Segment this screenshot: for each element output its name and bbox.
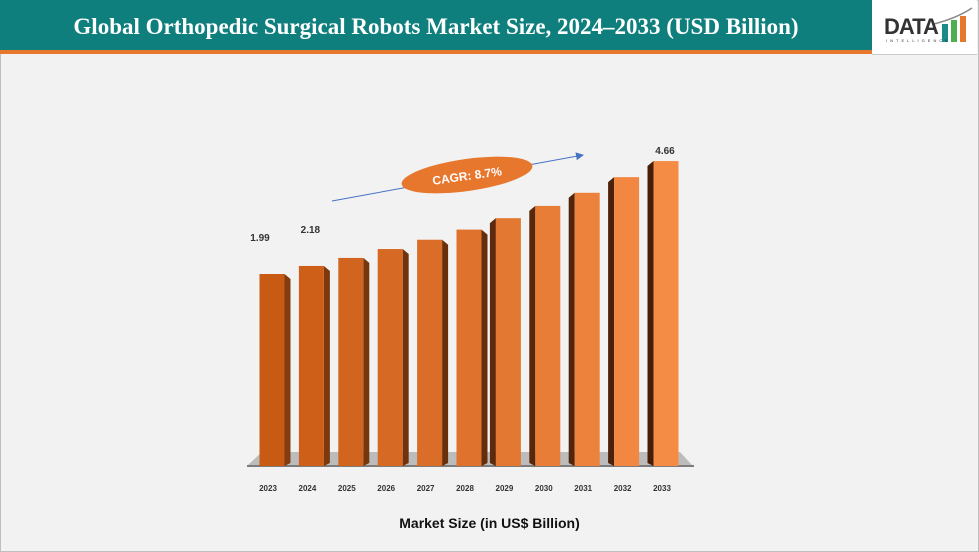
x-tick-label: 2024 — [299, 484, 317, 493]
x-tick-label: 2023 — [259, 484, 277, 493]
logo-text: DATA — [884, 14, 939, 39]
bar-2026 — [377, 249, 403, 466]
logo-subtext: INTELLIGENCE — [886, 38, 951, 43]
bar-2029 — [495, 218, 521, 466]
bar-side-2031 — [568, 192, 575, 466]
bar-side-2024 — [323, 265, 330, 466]
x-tick-label: 2026 — [377, 484, 395, 493]
x-tick-label: 2032 — [614, 484, 632, 493]
bar-side-2029 — [489, 218, 496, 466]
bar-2033 — [653, 161, 679, 466]
bar-side-2027 — [442, 239, 449, 466]
bar-2028 — [456, 229, 482, 466]
bar-side-2025 — [363, 257, 370, 466]
bar-2023 — [259, 274, 285, 466]
x-tick-label: 2033 — [653, 484, 671, 493]
bar-side-2033 — [647, 161, 654, 466]
x-axis-title: Market Size (in US$ Billion) — [399, 515, 580, 531]
logo: DATA INTELLIGENCE — [872, 0, 977, 55]
bar-2031 — [574, 192, 600, 466]
bar-2032 — [614, 177, 640, 466]
cagr-ellipse — [401, 156, 533, 194]
bar-2025 — [338, 257, 364, 466]
bar-side-2028 — [481, 229, 488, 466]
x-tick-label: 2027 — [417, 484, 435, 493]
x-tick-label: 2030 — [535, 484, 553, 493]
x-tick-label: 2031 — [574, 484, 592, 493]
page-title: Global Orthopedic Surgical Robots Market… — [73, 14, 799, 39]
x-tick-label: 2025 — [338, 484, 356, 493]
data-label: 4.66 — [655, 146, 675, 157]
data-label: 2.18 — [301, 225, 321, 236]
bar-2030 — [535, 205, 561, 466]
bar-side-2026 — [402, 249, 409, 466]
bar-side-2032 — [608, 177, 615, 466]
bar-side-2030 — [529, 205, 536, 466]
bar-2027 — [417, 239, 443, 466]
data-label: 1.99 — [250, 233, 270, 244]
logo-bars-icon — [933, 7, 973, 42]
x-tick-label: 2028 — [456, 484, 474, 493]
x-tick-label: 2029 — [496, 484, 514, 493]
title-bar — [0, 0, 872, 54]
bar-side-2023 — [284, 274, 291, 466]
bar-2024 — [298, 265, 324, 466]
